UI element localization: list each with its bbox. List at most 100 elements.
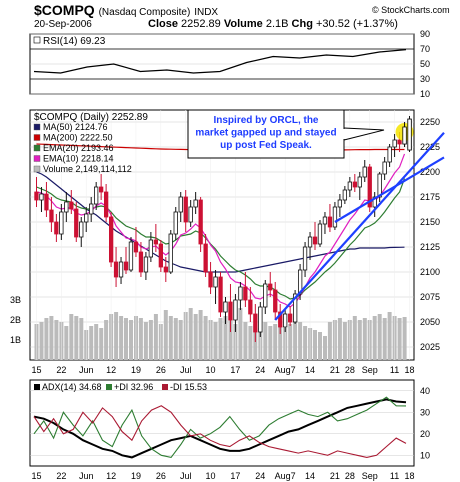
volume-bar — [39, 322, 44, 360]
adx-x-tick-label: 15 — [31, 471, 41, 481]
volume-bar — [273, 324, 278, 360]
candle-body — [387, 146, 392, 163]
annotation-callout — [343, 127, 385, 141]
volume-bar — [94, 324, 99, 360]
candle-body — [193, 199, 198, 208]
legend-swatch — [34, 384, 40, 390]
x-tick-label: 14 — [305, 365, 315, 375]
x-tick-label: Jul — [180, 365, 192, 375]
volume-bar — [303, 326, 308, 360]
volume-bar — [362, 318, 367, 360]
candle-body — [342, 189, 348, 201]
candle-body — [258, 306, 263, 333]
rsi-tick-label: 30 — [420, 74, 430, 84]
volume-label: Volume — [223, 18, 263, 30]
legend-swatch — [33, 134, 41, 141]
candle-body — [99, 186, 104, 193]
candle-body — [407, 118, 412, 151]
legend-swatch — [33, 123, 41, 131]
candle-body — [238, 286, 243, 301]
adx-x-tick-label: Sep — [362, 471, 378, 481]
adx-legend-entry: +DI 32.96 — [114, 382, 153, 392]
x-tick-label: 17 — [230, 365, 240, 375]
volume-bar — [268, 326, 273, 360]
candle-body — [292, 293, 298, 323]
adx-tick-label: 40 — [420, 386, 430, 396]
brand-logo: © StockCharts.com — [372, 5, 450, 15]
candle-body — [332, 206, 338, 228]
candle-body — [218, 276, 223, 313]
candle-body — [213, 276, 218, 288]
volume-bar — [138, 318, 143, 360]
rsi-line — [33, 49, 407, 74]
volume-bar — [342, 322, 347, 360]
candle-body — [287, 313, 293, 323]
volume-value: 2.1B — [265, 18, 289, 30]
close-label: Close — [148, 18, 178, 30]
candle-body — [59, 211, 64, 235]
volume-bar — [74, 316, 79, 360]
candle-body — [362, 166, 367, 178]
volume-bar — [402, 317, 407, 360]
x-tick-label: Aug7 — [275, 365, 296, 375]
candle-body — [64, 201, 69, 213]
volume-bar — [124, 318, 128, 360]
candle-body — [253, 313, 258, 333]
adx-x-tick-label: Jul — [180, 471, 192, 481]
volume-bar — [223, 316, 228, 360]
volume-bar — [114, 312, 119, 360]
annotation-box — [187, 109, 345, 159]
volume-bar — [79, 318, 84, 360]
adx-panel — [29, 379, 415, 467]
candle-body — [128, 241, 134, 271]
volume-bar — [323, 336, 327, 360]
adx-x-tick-label: 12 — [106, 471, 116, 481]
trendline — [274, 132, 445, 321]
candle-body — [273, 289, 278, 313]
adx-line — [33, 398, 407, 459]
adx-x-tick-label: 28 — [345, 471, 355, 481]
volume-bar — [69, 314, 74, 360]
quote-stats: Close 2252.89 Volume 2.1B Chg +30.52 (+1… — [148, 18, 398, 30]
adx-x-tick-label: 26 — [156, 471, 166, 481]
volume-tick-label: 2B — [10, 315, 21, 325]
volume-tick-label: 3B — [10, 295, 21, 305]
candle-body — [84, 213, 89, 223]
legend-swatch — [106, 384, 112, 390]
trendline — [334, 156, 445, 223]
adx-x-tick-label: 14 — [305, 471, 315, 481]
x-tick-label: Sep — [362, 365, 378, 375]
candle-body — [233, 299, 238, 321]
volume-bar — [228, 320, 233, 360]
candle-body — [382, 161, 387, 175]
price-legend-title: $COMPQ (Daily) 2252.89 — [34, 112, 148, 123]
x-tick-label: 15 — [31, 365, 41, 375]
adx-legend-entry: -DI 15.53 — [170, 382, 207, 392]
volume-bar — [153, 314, 158, 360]
adx-tick-label: 10 — [420, 450, 430, 460]
volume-bar — [243, 322, 248, 360]
x-tick-label: 10 — [206, 365, 216, 375]
candle-body — [347, 181, 353, 191]
volume-bar — [198, 310, 203, 360]
legend-swatch — [33, 144, 41, 152]
volume-bar — [89, 326, 94, 360]
volume-bar — [352, 316, 357, 360]
volume-bar — [318, 332, 322, 360]
candle-body — [337, 199, 343, 208]
candle-body — [44, 193, 49, 211]
price-tick-label: 2250 — [420, 117, 440, 127]
x-tick-label: 12 — [106, 365, 116, 375]
candle-body — [153, 239, 159, 245]
candle-body — [148, 239, 154, 258]
annotation-text: Inspired by ORCL, the — [213, 115, 318, 126]
candle-body — [94, 186, 99, 205]
candle-body — [208, 271, 213, 288]
plus-di-line — [33, 396, 407, 459]
adx-x-tick-label: Jun — [79, 471, 94, 481]
volume-bar — [163, 310, 168, 360]
volume-bar — [213, 322, 218, 360]
candle-body — [69, 201, 74, 210]
ema20-line — [36, 178, 406, 300]
